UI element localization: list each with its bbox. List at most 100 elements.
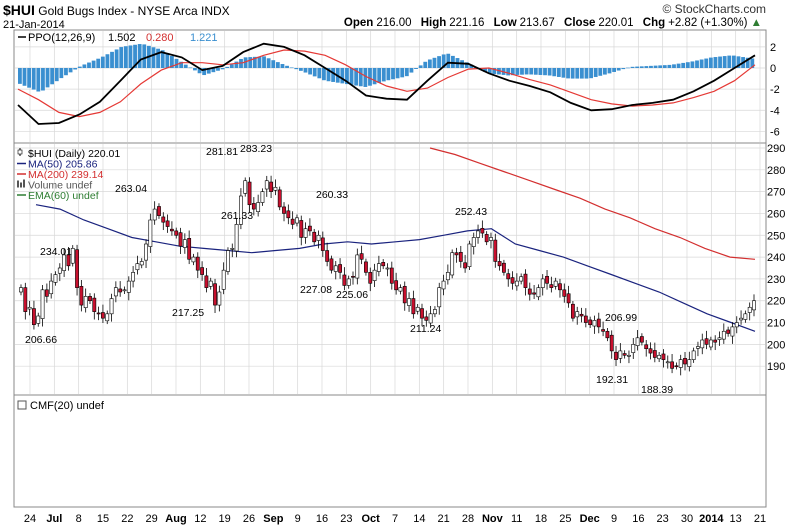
candle-body xyxy=(144,243,148,261)
low-value: 213.67 xyxy=(519,17,555,29)
candle-body xyxy=(208,280,213,287)
candle-body xyxy=(381,262,386,267)
ppo-panel: 2 0 -2 -4 -6 PPO(12,26,9) 1.502 0.280 1.221 xyxy=(13,29,780,144)
histogram-bar xyxy=(377,68,382,83)
candle-body xyxy=(351,275,355,278)
histogram-bar xyxy=(400,68,405,78)
candle-body xyxy=(497,261,502,267)
histogram-bar xyxy=(312,68,317,77)
candle-body xyxy=(286,210,291,219)
x-tick-label: 26 xyxy=(243,513,255,525)
histogram-bar xyxy=(543,68,547,76)
price-annotation-label: 211.24 xyxy=(410,323,441,335)
index-name: Gold Bugs Index - NYSE Arca xyxy=(38,4,198,18)
histogram-bar xyxy=(229,64,234,68)
candle-body xyxy=(683,358,687,365)
candle-body xyxy=(269,181,273,192)
histogram-bar xyxy=(423,61,428,68)
histogram-bar xyxy=(202,68,207,76)
candle-body xyxy=(70,248,75,264)
candle-body xyxy=(601,329,605,332)
candle-body xyxy=(566,293,571,304)
histogram-bar xyxy=(621,68,626,70)
ppo-legend-signal: 0.280 xyxy=(146,32,174,44)
histogram-bar xyxy=(243,57,248,68)
candle-body xyxy=(239,195,243,225)
candle-body xyxy=(721,330,726,340)
histogram-bar xyxy=(658,65,663,68)
histogram-bar xyxy=(533,68,538,75)
x-tick-label: 21 xyxy=(754,513,766,525)
candle-body xyxy=(135,263,140,271)
ppo-legend-prefix: PPO(12,26,9) xyxy=(28,32,95,44)
candle-body xyxy=(502,262,506,273)
price-y-tick-label: 280 xyxy=(767,165,785,177)
price-y-tick-label: 250 xyxy=(767,230,785,242)
candle-body xyxy=(665,361,670,364)
candle-body xyxy=(527,288,532,295)
histogram-bar xyxy=(216,68,220,71)
volume-icon xyxy=(17,180,19,188)
histogram-bar xyxy=(745,57,750,68)
candle-body xyxy=(57,267,62,274)
x-tick-label: Sep xyxy=(263,513,283,525)
candle-body xyxy=(506,273,511,280)
candle-body xyxy=(105,313,110,322)
price-y-tick-label: 230 xyxy=(767,274,785,286)
histogram-bar xyxy=(556,68,561,77)
histogram-bar xyxy=(211,68,216,73)
x-tick-label: 19 xyxy=(219,513,231,525)
histogram-bar xyxy=(91,60,96,68)
low-label: Low xyxy=(493,17,517,29)
histogram-bar xyxy=(446,53,451,68)
price-y-tick-label: 290 xyxy=(767,143,785,155)
candle-body xyxy=(329,258,334,271)
candle-body xyxy=(243,180,248,194)
cmf-panel-frame xyxy=(13,394,767,508)
candle-body xyxy=(385,267,390,270)
candle-body xyxy=(230,248,235,250)
candle-body xyxy=(118,288,123,293)
histogram-bar xyxy=(68,68,73,73)
high-label: High xyxy=(420,17,447,29)
ma50-line xyxy=(35,204,756,332)
candle-body xyxy=(290,218,295,225)
x-tick-label: 11 xyxy=(511,513,522,525)
candle-body xyxy=(407,298,411,306)
x-tick-label: Aug xyxy=(165,513,186,525)
candle-body xyxy=(66,254,71,267)
histogram-bar xyxy=(372,68,377,85)
candle-body xyxy=(44,289,49,297)
histogram-bar xyxy=(616,68,621,71)
candle-body xyxy=(79,286,84,306)
ppo-y-tick-label: -2 xyxy=(770,84,780,96)
histogram-bar xyxy=(303,68,308,73)
candle-body xyxy=(213,283,217,306)
candle-body xyxy=(463,262,468,269)
candle-body xyxy=(75,249,79,288)
candle-body xyxy=(596,318,601,328)
histogram-bar xyxy=(529,68,534,75)
candle-body xyxy=(161,216,166,223)
candle-body xyxy=(342,274,347,286)
histogram-bar xyxy=(73,68,78,70)
candle-body xyxy=(657,354,662,360)
histogram-bar xyxy=(59,68,64,79)
candle-body xyxy=(316,234,321,241)
histogram-bar xyxy=(667,64,672,68)
histogram-bar xyxy=(128,45,133,68)
candle-body xyxy=(471,237,476,247)
histogram-bar xyxy=(483,68,488,72)
histogram-bar xyxy=(690,61,695,68)
candle-body xyxy=(648,348,653,354)
legend-entry: $HUI (Daily) 220.01 xyxy=(28,148,120,160)
histogram-bar xyxy=(18,68,22,84)
x-tick-label: 28 xyxy=(462,513,474,525)
histogram-bar xyxy=(427,59,432,68)
candle-body xyxy=(157,206,161,216)
histogram-bar xyxy=(36,68,41,92)
candle-body xyxy=(333,265,338,272)
candle-body xyxy=(622,353,627,356)
candle-body xyxy=(571,303,575,319)
